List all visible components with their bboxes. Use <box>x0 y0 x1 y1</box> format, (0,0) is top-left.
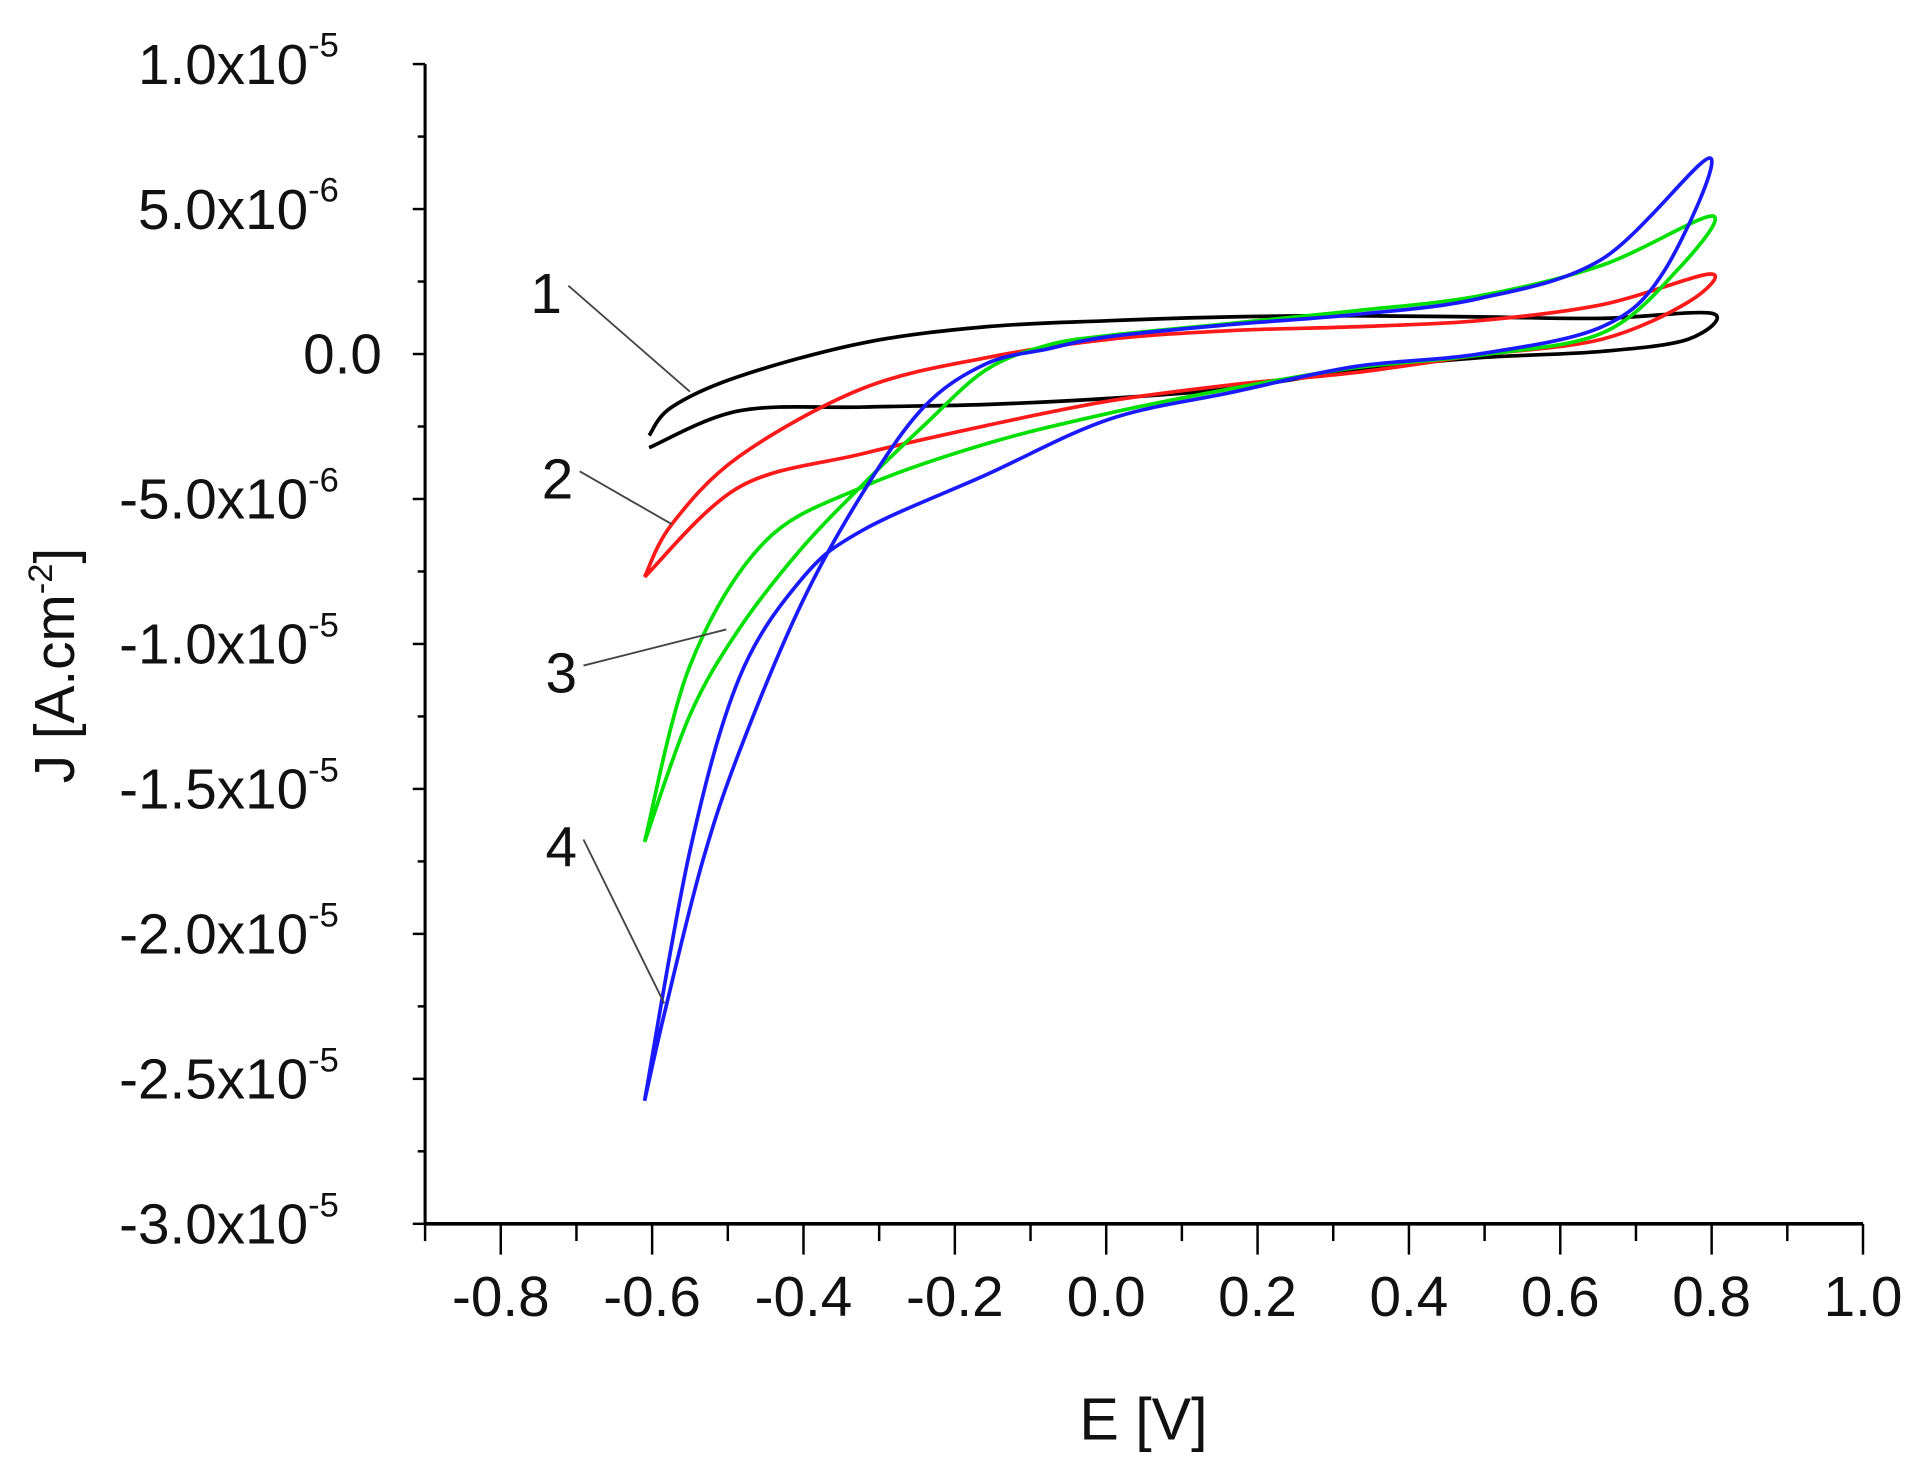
curve-2 <box>642 272 1718 579</box>
y-tick-label-exponent: -5 <box>308 896 339 934</box>
y-axis-title-sup: -2 <box>22 564 60 595</box>
y-tick-label: -2.5x10-5 <box>119 1041 339 1111</box>
y-axis-title-main: J [A.cm <box>24 594 87 783</box>
series-group <box>642 156 1720 1102</box>
curve-label-leader-3 <box>583 628 727 667</box>
x-tick-label: -0.2 <box>906 1266 1004 1329</box>
curve-4 <box>642 156 1714 1102</box>
curve-label-1: 1 <box>530 263 562 326</box>
curve-label-3: 3 <box>546 643 578 706</box>
y-axis-title-end: ] <box>24 548 87 564</box>
y-tick-label-exponent: -5 <box>308 752 339 790</box>
y-tick-label: -5.0x10-6 <box>119 462 339 532</box>
y-tick-label-exponent: -5 <box>308 1186 339 1224</box>
curve-label-4: 4 <box>546 817 578 880</box>
x-tick-label: 0.6 <box>1521 1266 1600 1329</box>
y-tick-label-exponent: -5 <box>308 607 339 645</box>
x-axis-ticks: -0.8 -0.6 -0.4 -0.2 0.0 0.2 0.4 0.6 0.8 1.0 <box>423 1223 1903 1329</box>
x-tick-label: -0.6 <box>603 1266 701 1329</box>
y-tick-label-mantissa: 1.0x10 <box>138 34 308 97</box>
y-tick-label-exponent: -6 <box>308 172 339 210</box>
curve-1 <box>647 310 1720 450</box>
curve-3 <box>642 214 1717 843</box>
x-tick-label: 0.0 <box>1067 1266 1146 1329</box>
curve-label-leader-2 <box>579 470 673 526</box>
y-axis-ticks: 1.0x10-55.0x10-60.0-5.0x10-6-1.0x10-5-1.… <box>119 27 426 1257</box>
y-tick-label: -1.0x10-5 <box>119 607 339 677</box>
y-tick-label-exponent: -5 <box>308 1041 339 1079</box>
curve-label-leader-4 <box>582 839 666 1004</box>
x-tick-label: -0.8 <box>452 1266 550 1329</box>
y-tick-label-mantissa: -1.5x10 <box>119 759 308 822</box>
y-tick-label: 5.0x10-6 <box>138 172 339 242</box>
y-tick-label-exponent: -6 <box>308 462 339 500</box>
y-axis-title: J [A.cm-2] <box>22 548 87 783</box>
x-axis-title: E [V] <box>1079 1385 1207 1452</box>
x-tick-label: -0.4 <box>755 1266 853 1329</box>
y-tick-label: -2.0x10-5 <box>119 896 339 966</box>
y-tick-label: 0.0 <box>303 324 382 387</box>
y-tick-label-mantissa: -2.0x10 <box>119 904 308 967</box>
x-tick-label: 0.4 <box>1370 1266 1449 1329</box>
curve-labels: 1 2 3 4 <box>530 263 727 1004</box>
x-tick-label: 0.8 <box>1672 1266 1751 1329</box>
y-tick-label: 1.0x10-5 <box>138 27 339 97</box>
y-tick-label-exponent: -5 <box>308 27 339 65</box>
y-tick-label-mantissa: 0.0 <box>303 324 382 387</box>
y-tick-label-mantissa: -2.5x10 <box>119 1049 308 1112</box>
y-tick-label-mantissa: -3.0x10 <box>119 1194 308 1257</box>
y-tick-label-mantissa: -1.0x10 <box>119 614 308 677</box>
curve-label-leader-1 <box>567 285 691 393</box>
curve-label-2: 2 <box>542 448 574 511</box>
y-tick-label: -3.0x10-5 <box>119 1186 339 1256</box>
y-tick-label-mantissa: -5.0x10 <box>119 469 308 532</box>
y-tick-label: -1.5x10-5 <box>119 752 339 822</box>
x-tick-label: 1.0 <box>1824 1266 1903 1329</box>
axes <box>423 64 1863 1226</box>
y-tick-label-mantissa: 5.0x10 <box>138 179 308 242</box>
x-tick-label: 0.2 <box>1218 1266 1297 1329</box>
